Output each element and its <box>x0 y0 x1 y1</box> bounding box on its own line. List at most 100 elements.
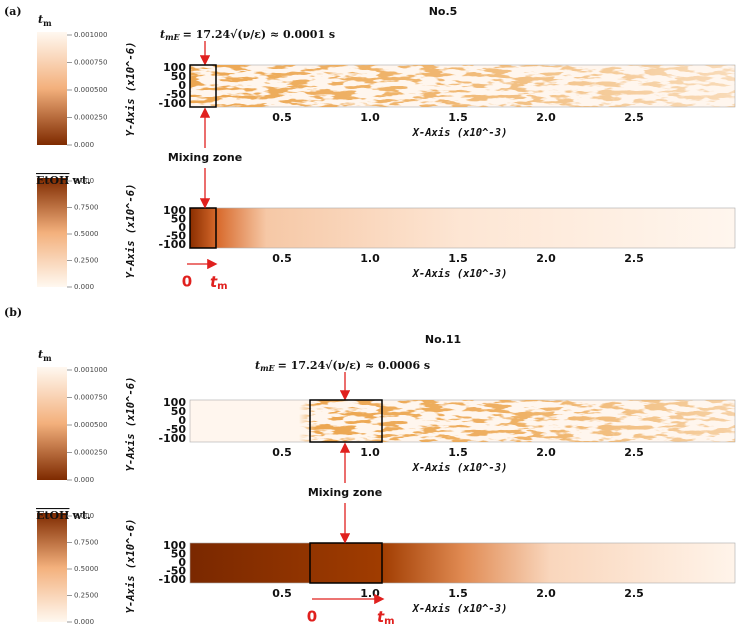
y-tick-label: 50 <box>171 405 187 418</box>
colorbar-tick-label: 0.000250 <box>74 449 107 457</box>
end-label: tm <box>377 608 395 628</box>
subscript: m <box>384 616 394 627</box>
mixing-zone-label: Mixing zone <box>168 151 242 164</box>
y-tick-label: -100 <box>158 97 186 110</box>
colorbar-label: tm <box>38 13 52 28</box>
y-tick-label: -100 <box>158 238 186 251</box>
x-tick-label: 1.0 <box>360 446 380 459</box>
start-label: 0 <box>307 608 317 626</box>
colorbar <box>37 367 67 480</box>
colorbar-tick-label: 0.000500 <box>74 421 107 429</box>
colorbar-tick-label: 0.5000 <box>74 230 99 238</box>
colorbar-tick-label: 0.000 <box>74 283 94 291</box>
x-tick-label: 0.5 <box>272 111 292 124</box>
mixing-zone-label: Mixing zone <box>308 486 382 499</box>
y-tick-label: 100 <box>163 61 186 74</box>
y-tick-label: 50 <box>171 213 187 226</box>
x-axis-label: X-Axis (x10^-3) <box>412 603 508 615</box>
colorbar <box>37 178 67 287</box>
panel-title: No.11 <box>425 333 461 346</box>
expression: = 17.24√(ν/ε) ≈ 0.0006 s <box>278 359 430 372</box>
y-axis-label: Y-Axis (x10^-6) <box>125 184 137 279</box>
x-tick-label: 1.5 <box>448 587 468 600</box>
colorbar-tick-label: 0.000750 <box>74 394 107 402</box>
x-tick-label: 2.5 <box>624 111 644 124</box>
x-axis-label: X-Axis (x10^-3) <box>412 127 508 139</box>
colorbar-tick-label: 0.5000 <box>74 565 99 573</box>
formula: tmE = 17.24√(ν/ε) ≈ 0.0006 s <box>255 359 430 373</box>
colorbar-tick-label: 0.7500 <box>74 539 99 547</box>
y-tick-label: 0 <box>178 414 186 427</box>
subscript: mE <box>165 32 180 42</box>
y-tick-label: -100 <box>158 573 186 586</box>
colorbar-tick-label: 0.2500 <box>74 257 99 265</box>
subscript: mE <box>260 363 275 373</box>
colorbar <box>37 513 67 622</box>
y-tick-label: -50 <box>166 230 186 243</box>
symbol: t <box>38 13 43 26</box>
symbol: t <box>210 273 218 291</box>
colorbar-tick-label: 0.000250 <box>74 114 107 122</box>
x-tick-label: 0.5 <box>272 252 292 265</box>
expression: = 17.24√(ν/ε) ≈ 0.0001 s <box>183 28 335 41</box>
turbulence <box>190 400 735 442</box>
panel-title: No.5 <box>429 5 458 18</box>
symbol: t <box>377 608 385 626</box>
colorbar-tick-label: 0.001000 <box>74 31 107 39</box>
x-axis-label: X-Axis (x10^-3) <box>412 268 508 280</box>
x-tick-label: 2.5 <box>624 446 644 459</box>
overline: EtOH <box>36 509 69 522</box>
y-tick-label: 0 <box>178 221 186 234</box>
colorbar <box>37 32 67 145</box>
x-tick-label: 1.0 <box>360 111 380 124</box>
subscript: m <box>43 353 52 363</box>
y-tick-label: -50 <box>166 88 186 101</box>
colorbar-tick-label: 0.000750 <box>74 59 107 67</box>
start-label: 0 <box>182 273 192 291</box>
x-tick-label: 2.5 <box>624 252 644 265</box>
x-tick-label: 2.0 <box>536 252 556 265</box>
end-label: tm <box>210 273 228 293</box>
panel-label: (b) <box>4 306 22 319</box>
colorbar-tick-label: 0.000 <box>74 141 94 149</box>
x-tick-label: 1.5 <box>448 111 468 124</box>
y-axis-label: Y-Axis (x10^-6) <box>125 519 137 614</box>
y-tick-label: 50 <box>171 548 187 561</box>
x-tick-label: 1.0 <box>360 587 380 600</box>
x-tick-label: 2.5 <box>624 587 644 600</box>
subscript: m <box>217 281 227 292</box>
x-tick-label: 2.0 <box>536 587 556 600</box>
colorbar-tick-label: 0.000 <box>74 618 94 626</box>
text: wt. <box>71 174 90 187</box>
colorbar-tick-label: 0.000 <box>74 476 94 484</box>
colorbar-tick-label: 0.2500 <box>74 592 99 600</box>
text: wt. <box>71 509 90 522</box>
subscript: m <box>43 18 52 28</box>
y-tick-label: -100 <box>158 432 186 445</box>
overline: EtOH <box>36 174 69 187</box>
colorbar-tick-label: 0.000500 <box>74 86 107 94</box>
x-tick-label: 2.0 <box>536 446 556 459</box>
y-tick-label: 100 <box>163 204 186 217</box>
x-tick-label: 1.5 <box>448 446 468 459</box>
y-axis-label: Y-Axis (x10^-6) <box>125 377 137 472</box>
y-tick-label: -50 <box>166 565 186 578</box>
colorbar-tick-label: 0.001000 <box>74 366 107 374</box>
symbol: t <box>160 28 165 41</box>
x-tick-label: 1.0 <box>360 252 380 265</box>
plot-background <box>189 207 736 249</box>
x-axis-label: X-Axis (x10^-3) <box>412 462 508 474</box>
mixing-box <box>309 399 383 443</box>
y-tick-label: 0 <box>178 556 186 569</box>
x-tick-label: 0.5 <box>272 446 292 459</box>
colorbar-tick-label: 1.000 <box>74 512 94 520</box>
symbol: t <box>255 359 260 372</box>
colorbar-label: EtOH wt. <box>36 509 91 522</box>
y-tick-label: 100 <box>163 539 186 552</box>
turbulence <box>190 65 735 107</box>
x-tick-label: 2.0 <box>536 111 556 124</box>
symbol: t <box>38 348 43 361</box>
